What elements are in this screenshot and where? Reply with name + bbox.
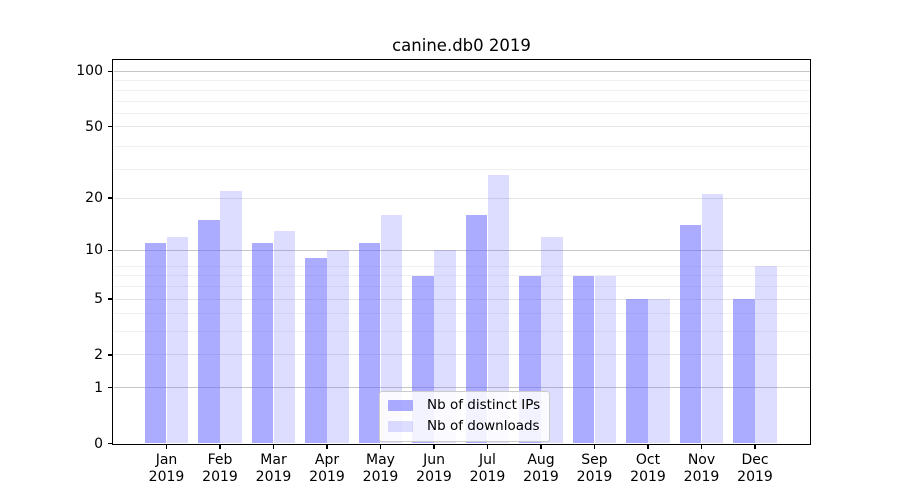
bar-feb-downloads: [220, 190, 242, 444]
bar-apr-downloads: [327, 250, 349, 444]
bar-sep-distinct-ips: [572, 275, 595, 444]
x-tick-label-dec: Dec 2019: [737, 452, 773, 485]
gridline-minor-8: [113, 265, 810, 267]
legend-swatch-distinct-ips: [388, 399, 413, 412]
bar-dec-distinct-ips: [733, 299, 755, 444]
x-tick-mark-jan: [165, 444, 168, 449]
bar-mar-downloads: [273, 230, 296, 444]
gridline-major-10: [113, 249, 810, 251]
legend: Nb of distinct IPs Nb of downloads: [379, 391, 551, 442]
x-tick-label-jan: Jan 2019: [148, 452, 185, 485]
y-tick-mark-10: [108, 249, 113, 251]
bar-jul-downloads: [487, 174, 510, 444]
bar-mar-distinct-ips: [251, 243, 274, 444]
x-tick-mark-jun: [433, 444, 435, 449]
legend-label-distinct-ips: Nb of distinct IPs: [427, 397, 541, 413]
x-tick-mark-oct: [647, 444, 649, 449]
x-tick-mark-aug: [540, 444, 542, 449]
x-tick-mark-sep: [593, 444, 596, 449]
y-tick-label-2: 2: [94, 346, 103, 363]
bar-oct-downloads: [648, 299, 670, 444]
bar-jan-downloads: [166, 236, 189, 444]
gridline-major-50: [113, 126, 810, 128]
y-tick-mark-20: [108, 197, 113, 199]
chart-title: canine.db0 2019: [392, 36, 531, 55]
x-tick-label-sep: Sep 2019: [576, 452, 613, 485]
y-tick-label-50: 50: [85, 118, 103, 135]
y-tick-label-1: 1: [94, 379, 103, 396]
bar-nov-downloads: [701, 194, 724, 444]
x-tick-mark-feb: [219, 444, 221, 449]
legend-swatch-downloads: [388, 420, 413, 433]
gridline-major-20: [113, 197, 810, 199]
legend-label-downloads: Nb of downloads: [427, 418, 540, 434]
x-tick-label-may: May 2019: [362, 452, 399, 485]
gridline-major-100: [113, 70, 810, 72]
bar-may-distinct-ips: [358, 243, 381, 444]
x-tick-label-apr: Apr 2019: [309, 452, 345, 485]
gridline-major-5: [113, 298, 810, 300]
bar-jan-distinct-ips: [144, 243, 167, 444]
x-tick-mark-jul: [486, 444, 489, 449]
gridline-minor-4: [113, 313, 810, 315]
bar-apr-distinct-ips: [305, 257, 327, 444]
gridline-minor-7: [113, 275, 810, 277]
bar-nov-distinct-ips: [679, 225, 702, 444]
y-tick-mark-50: [108, 125, 113, 128]
x-tick-mark-dec: [754, 444, 756, 449]
bar-dec-downloads: [755, 266, 777, 444]
x-tick-mark-nov: [700, 444, 703, 449]
legend-item-downloads: Nb of downloads: [388, 419, 540, 434]
x-tick-mark-may: [379, 444, 382, 449]
y-tick-label-10: 10: [85, 242, 103, 259]
gridline-minor-89: [113, 80, 810, 82]
bar-sep-downloads: [594, 275, 617, 444]
y-tick-mark-100: [108, 70, 113, 73]
x-tick-label-mar: Mar 2019: [255, 452, 292, 485]
gridline-minor-69: [113, 100, 810, 102]
gridline-minor-3: [113, 331, 810, 333]
gridline-minor-6: [113, 286, 810, 288]
y-tick-label-0: 0: [94, 435, 103, 452]
legend-item-distinct-ips: Nb of distinct IPs: [388, 398, 540, 413]
gridline-major-1: [113, 387, 810, 389]
y-tick-mark-1: [108, 386, 113, 389]
bar-oct-distinct-ips: [626, 299, 648, 444]
gridline-minor-59: [113, 112, 810, 114]
gridline-minor-39: [113, 145, 810, 147]
x-tick-mark-mar: [272, 444, 275, 449]
x-tick-label-aug: Aug 2019: [523, 452, 559, 485]
gridline-major-2: [113, 354, 810, 356]
x-tick-label-jul: Jul 2019: [469, 452, 506, 485]
y-tick-label-100: 100: [76, 63, 103, 80]
x-tick-label-oct: Oct 2019: [630, 452, 666, 485]
y-tick-label-5: 5: [94, 291, 103, 308]
y-tick-mark-0: [108, 442, 113, 445]
x-tick-label-jun: Jun 2019: [416, 452, 452, 485]
y-tick-mark-2: [108, 354, 113, 356]
bar-jul-distinct-ips: [465, 215, 488, 444]
gridline-minor-79: [113, 89, 810, 91]
bar-feb-distinct-ips: [198, 220, 220, 444]
y-tick-mark-5: [108, 298, 113, 300]
x-tick-label-nov: Nov 2019: [683, 452, 720, 485]
x-tick-label-feb: Feb 2019: [202, 452, 238, 485]
y-tick-label-20: 20: [85, 190, 103, 207]
gridline-minor-29: [113, 168, 810, 170]
x-tick-mark-apr: [326, 444, 328, 449]
bar-may-downloads: [380, 215, 403, 444]
